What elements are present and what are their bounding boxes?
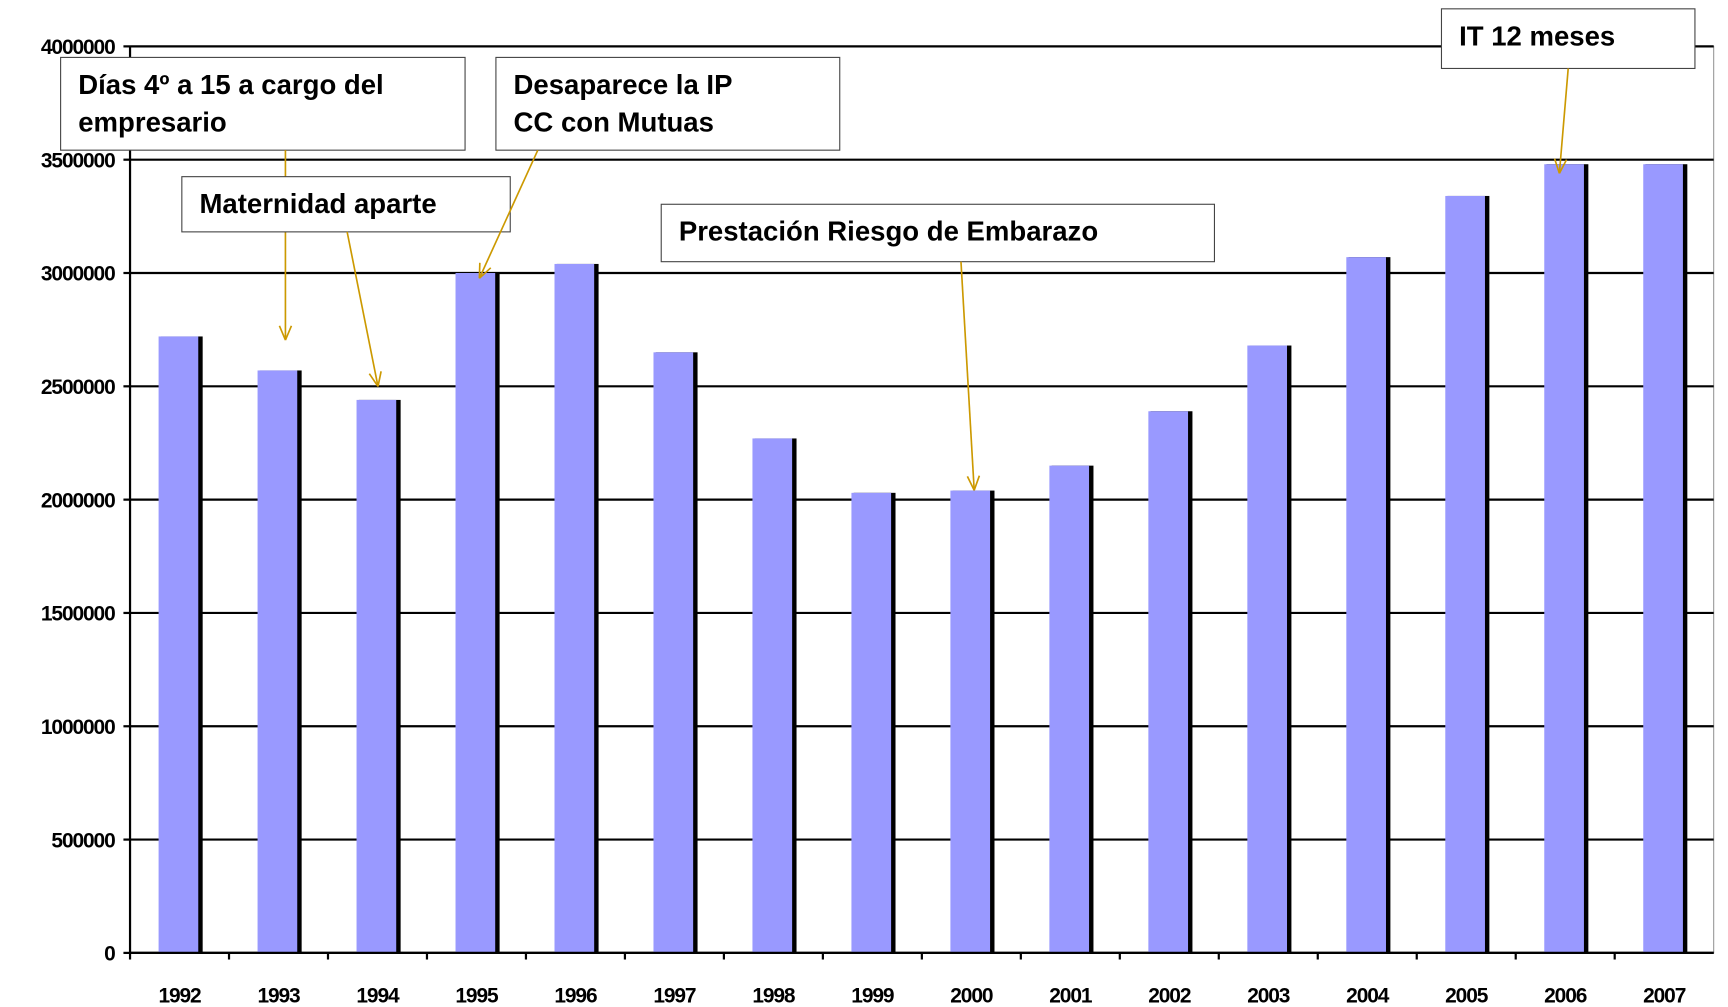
arrow-head <box>1558 159 1568 174</box>
bar <box>950 490 991 953</box>
x-tick-label: 1998 <box>752 985 795 1007</box>
annotation-text: Prestación Riesgo de Embarazo <box>679 216 1098 247</box>
bar <box>653 352 694 953</box>
bar <box>257 370 298 953</box>
bar <box>851 492 892 953</box>
y-tick-label: 4000000 <box>41 36 115 59</box>
arrow-head <box>377 371 382 387</box>
arrow-head <box>368 373 379 387</box>
x-tick-label: 1997 <box>653 985 696 1007</box>
annotation-arrow <box>1558 68 1570 174</box>
x-tick-label: 2003 <box>1247 985 1290 1007</box>
arrow-head <box>284 325 293 341</box>
x-tick-label: 2000 <box>950 985 993 1007</box>
x-tick-label: 1996 <box>554 985 597 1007</box>
annotation-text: Días 4º a 15 a cargo del <box>78 69 383 100</box>
y-tick-label: 500000 <box>51 829 115 852</box>
x-tick-label: 2006 <box>1544 985 1587 1007</box>
x-tick-label: 2005 <box>1445 985 1489 1007</box>
y-tick-label: 3500000 <box>41 149 115 172</box>
annotation-text: CC con Mutuas <box>514 106 714 137</box>
x-tick-label: 2004 <box>1346 985 1390 1007</box>
bar <box>356 399 397 953</box>
arrow-head <box>966 476 975 491</box>
annotation-arrow <box>478 149 539 279</box>
arrow-head <box>478 267 492 279</box>
bar <box>158 336 199 953</box>
y-tick-label: 2500000 <box>41 376 115 399</box>
x-tick-label: 2007 <box>1643 985 1686 1007</box>
x-tick-label: 1994 <box>356 985 400 1007</box>
x-tick-label: 1995 <box>455 985 499 1007</box>
annotation-box <box>495 56 841 151</box>
bar <box>554 263 595 953</box>
bar <box>1346 257 1386 953</box>
bar <box>1544 164 1584 953</box>
annotation-box <box>1440 8 1696 70</box>
bar <box>1148 411 1189 953</box>
bar <box>1049 465 1090 953</box>
bar <box>455 273 496 953</box>
bar <box>752 438 793 953</box>
y-tick-label: 0 <box>104 943 115 966</box>
bar <box>1445 195 1485 953</box>
annotation-arrow <box>346 231 379 387</box>
x-tick-label: 2002 <box>1148 985 1191 1007</box>
x-tick-label: 2001 <box>1049 985 1093 1007</box>
y-tick-label: 2000000 <box>41 489 115 512</box>
annotation-box <box>181 176 511 233</box>
annotation-box <box>660 203 1215 263</box>
annotation-text: Maternidad aparte <box>199 188 436 219</box>
x-tick-label: 1992 <box>158 985 201 1007</box>
annotation-box <box>60 56 466 151</box>
y-tick-label: 3000000 <box>41 263 115 286</box>
bar <box>1247 345 1288 953</box>
annotation-text: Desaparece la IP <box>514 69 733 100</box>
arrow-head <box>973 475 981 491</box>
annotation-text: IT 12 meses <box>1459 20 1615 51</box>
y-tick-label: 1500000 <box>41 603 115 626</box>
y-tick-label: 1000000 <box>41 716 115 739</box>
arrow-head <box>278 325 287 341</box>
annotation-text: empresario <box>78 106 226 137</box>
bar <box>1643 164 1683 953</box>
arrow-head <box>1553 158 1561 174</box>
x-tick-label: 1993 <box>257 985 300 1007</box>
x-tick-label: 1999 <box>851 985 894 1007</box>
annotation-arrow <box>960 261 976 491</box>
